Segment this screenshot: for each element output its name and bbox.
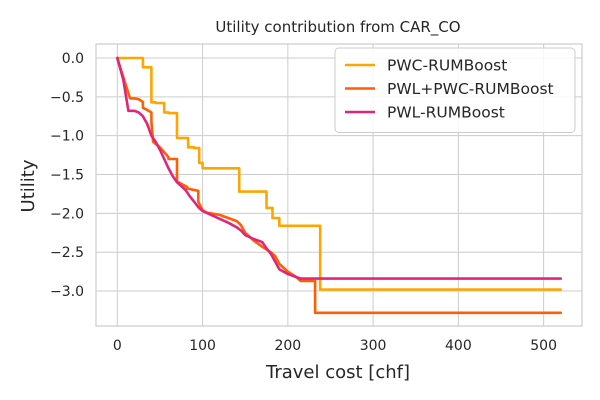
x-tick-label: 100 [189, 338, 216, 354]
legend: PWC-RUMBoost PWL+PWC-RUMBoost PWL-RUMBoost [334, 47, 576, 133]
legend-label: PWL-RUMBoost [387, 104, 505, 122]
ticks-layer: 0 100 200 300 400 500 0.0 −0.5 −1.0 −1.5 −2.0 −2.5 −… [50, 51, 557, 354]
y-tick-label: −1.5 [50, 168, 84, 184]
x-tick-label: 200 [274, 338, 301, 354]
series-line-1 [116, 56, 562, 291]
plot-frame [95, 43, 583, 327]
chart-title: Utility contribution from CAR_CO [215, 18, 460, 37]
legend-label: PWC-RUMBoost [387, 57, 507, 75]
x-tick-label: 500 [530, 338, 557, 354]
legend-box [334, 47, 576, 133]
y-tick-label: −2.5 [50, 245, 84, 261]
x-tick-label: 400 [445, 338, 472, 354]
y-tick-label: −3.0 [50, 284, 84, 300]
x-axis-label: Travel cost [chf] [265, 362, 410, 383]
legend-label: PWL+PWC-RUMBoost [387, 80, 554, 98]
y-tick-label: −1.0 [50, 129, 84, 145]
series-line-3 [116, 56, 562, 280]
y-tick-label: 0.0 [62, 51, 84, 67]
y-tick-label: −0.5 [50, 90, 84, 106]
y-tick-label: −2.0 [50, 206, 84, 222]
y-axis-label: Utility [18, 159, 39, 212]
x-tick-label: 0 [113, 338, 122, 354]
series-layer [116, 56, 562, 315]
series-line-2 [116, 56, 562, 315]
x-tick-label: 300 [360, 338, 387, 354]
